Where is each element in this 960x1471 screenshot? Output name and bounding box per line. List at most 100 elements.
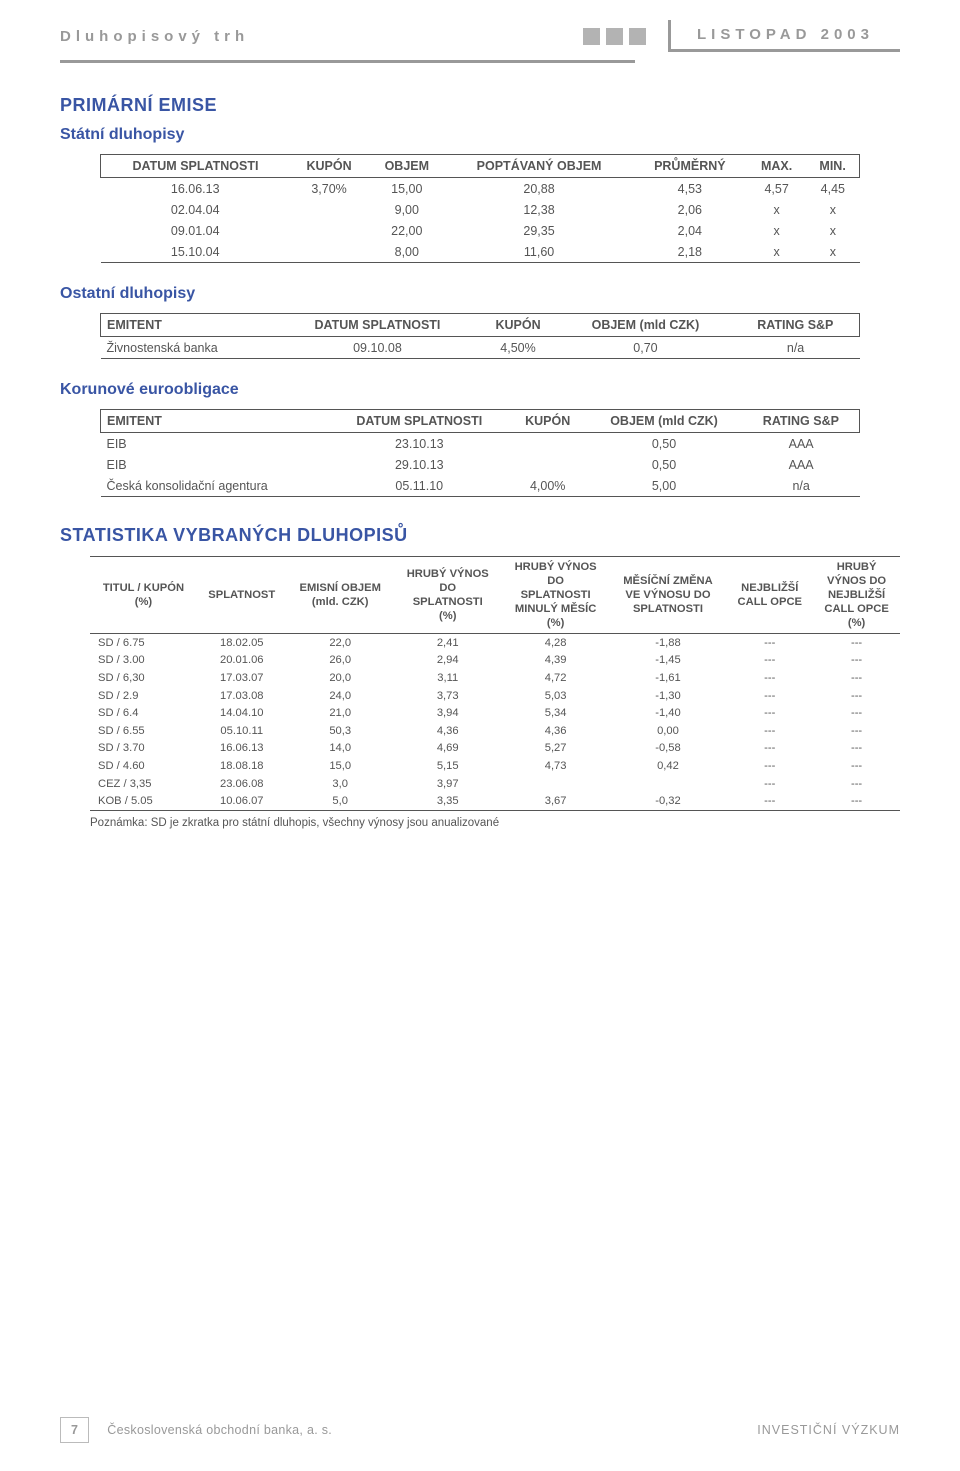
cell: 3,97 — [394, 775, 502, 793]
cell: SD / 3.00 — [90, 652, 197, 670]
page-number: 7 — [60, 1417, 89, 1443]
cell: 5,15 — [394, 757, 502, 775]
col-header: PRŮMĚRNÝ — [633, 155, 747, 178]
col-header: HRUBÝ VÝNOSDOSPLATNOSTIMINULÝ MĚSÍC(%) — [502, 557, 610, 634]
cell: 23.06.08 — [197, 775, 287, 793]
cell: --- — [813, 757, 900, 775]
cell: --- — [726, 704, 813, 722]
cell: --- — [726, 740, 813, 758]
cell: x — [806, 220, 859, 241]
cell: 5,00 — [585, 475, 742, 497]
table-row: 02.04.049,0012,382,06xx — [101, 199, 860, 220]
footer-right: INVESTIČNÍ VÝZKUM — [757, 1423, 900, 1437]
cell: --- — [813, 652, 900, 670]
cell: 11,60 — [445, 241, 632, 263]
cell: 2,04 — [633, 220, 747, 241]
table-state-bonds: DATUM SPLATNOSTIKUPÓNOBJEMPOPTÁVANÝ OBJE… — [100, 154, 860, 263]
cell: --- — [726, 687, 813, 705]
cell: 5,03 — [502, 687, 610, 705]
cell: 2,41 — [394, 634, 502, 652]
cell: 4,57 — [747, 178, 806, 200]
table-row: 15.10.048,0011,602,18xx — [101, 241, 860, 263]
table-other-bonds: EMITENTDATUM SPLATNOSTIKUPÓNOBJEM (mld C… — [100, 313, 860, 359]
cell: --- — [813, 687, 900, 705]
header-right-box: LISTOPAD 2003 — [668, 20, 900, 52]
cell: x — [806, 241, 859, 263]
cell: -1,30 — [610, 687, 727, 705]
section-crown-euro: Korunové euroobligace — [60, 381, 900, 399]
cell: --- — [813, 775, 900, 793]
cell: --- — [726, 669, 813, 687]
cell: --- — [726, 722, 813, 740]
cell: 8,00 — [368, 241, 445, 263]
cell — [610, 775, 727, 793]
cell: SD / 6,30 — [90, 669, 197, 687]
cell: --- — [813, 722, 900, 740]
col-header: KUPÓN — [477, 314, 559, 337]
cell — [290, 199, 368, 220]
col-header: EMITENT — [101, 314, 279, 337]
cell: 4,36 — [394, 722, 502, 740]
cell: n/a — [732, 337, 860, 359]
cell: SD / 3.70 — [90, 740, 197, 758]
cell: --- — [813, 669, 900, 687]
cell: -1,61 — [610, 669, 727, 687]
cell: 10.06.07 — [197, 792, 287, 810]
col-header: HRUBÝVÝNOS DONEJBLIŽŠÍCALL OPCE(%) — [813, 557, 900, 634]
cell: 05.10.11 — [197, 722, 287, 740]
cell: 09.10.08 — [278, 337, 477, 359]
cell: 5,27 — [502, 740, 610, 758]
cell: AAA — [743, 454, 860, 475]
table-row: Živnostenská banka09.10.084,50%0,70n/a — [101, 337, 860, 359]
col-header: OBJEM (mld CZK) — [559, 314, 731, 337]
cell: 0,70 — [559, 337, 731, 359]
cell: SD / 2.9 — [90, 687, 197, 705]
cell: SD / 6.55 — [90, 722, 197, 740]
table-row: SD / 4.6018.08.1815,05,154,730,42------ — [90, 757, 900, 775]
cell: --- — [726, 652, 813, 670]
cell — [510, 433, 585, 455]
cell: EIB — [101, 454, 329, 475]
col-header: MAX. — [747, 155, 806, 178]
col-header: EMISNÍ OBJEM(mld. CZK) — [287, 557, 394, 634]
cell: x — [747, 241, 806, 263]
cell: --- — [813, 704, 900, 722]
cell: 9,00 — [368, 199, 445, 220]
cell: 4,50% — [477, 337, 559, 359]
table-row: SD / 6,3017.03.0720,03,114,72-1,61------ — [90, 669, 900, 687]
cell: 18.08.18 — [197, 757, 287, 775]
cell: 2,94 — [394, 652, 502, 670]
table-row: KOB / 5.0510.06.075,03,353,67-0,32------ — [90, 792, 900, 810]
cell: 16.06.13 — [101, 178, 290, 200]
cell: 20,88 — [445, 178, 632, 200]
table-row: SD / 2.917.03.0824,03,735,03-1,30------ — [90, 687, 900, 705]
col-header: DATUM SPLATNOSTI — [329, 410, 511, 433]
col-header: DATUM SPLATNOSTI — [101, 155, 290, 178]
cell: 0,42 — [610, 757, 727, 775]
cell: 20,0 — [287, 669, 394, 687]
table-row: SD / 3.0020.01.0626,02,944,39-1,45------ — [90, 652, 900, 670]
cell: 3,94 — [394, 704, 502, 722]
table-row: EIB23.10.130,50AAA — [101, 433, 860, 455]
section-other-bonds: Ostatní dluhopisy — [60, 285, 900, 303]
col-header: RATING S&P — [732, 314, 860, 337]
cell: 4,36 — [502, 722, 610, 740]
cell: 4,45 — [806, 178, 859, 200]
cell: 4,72 — [502, 669, 610, 687]
table-row: 16.06.133,70%15,0020,884,534,574,45 — [101, 178, 860, 200]
col-header: MĚSÍČNÍ ZMĚNAVE VÝNOSU DOSPLATNOSTI — [610, 557, 727, 634]
cell: 23.10.13 — [329, 433, 511, 455]
cell: 14.04.10 — [197, 704, 287, 722]
table-row: EIB29.10.130,50AAA — [101, 454, 860, 475]
cell: 4,28 — [502, 634, 610, 652]
col-header: EMITENT — [101, 410, 329, 433]
cell: 2,18 — [633, 241, 747, 263]
cell: 20.01.06 — [197, 652, 287, 670]
cell: 18.02.05 — [197, 634, 287, 652]
cell: 16.06.13 — [197, 740, 287, 758]
col-header: TITUL / KUPÓN(%) — [90, 557, 197, 634]
cell: 3,67 — [502, 792, 610, 810]
cell: 0,50 — [585, 433, 742, 455]
cell: 0,50 — [585, 454, 742, 475]
col-header: DATUM SPLATNOSTI — [278, 314, 477, 337]
